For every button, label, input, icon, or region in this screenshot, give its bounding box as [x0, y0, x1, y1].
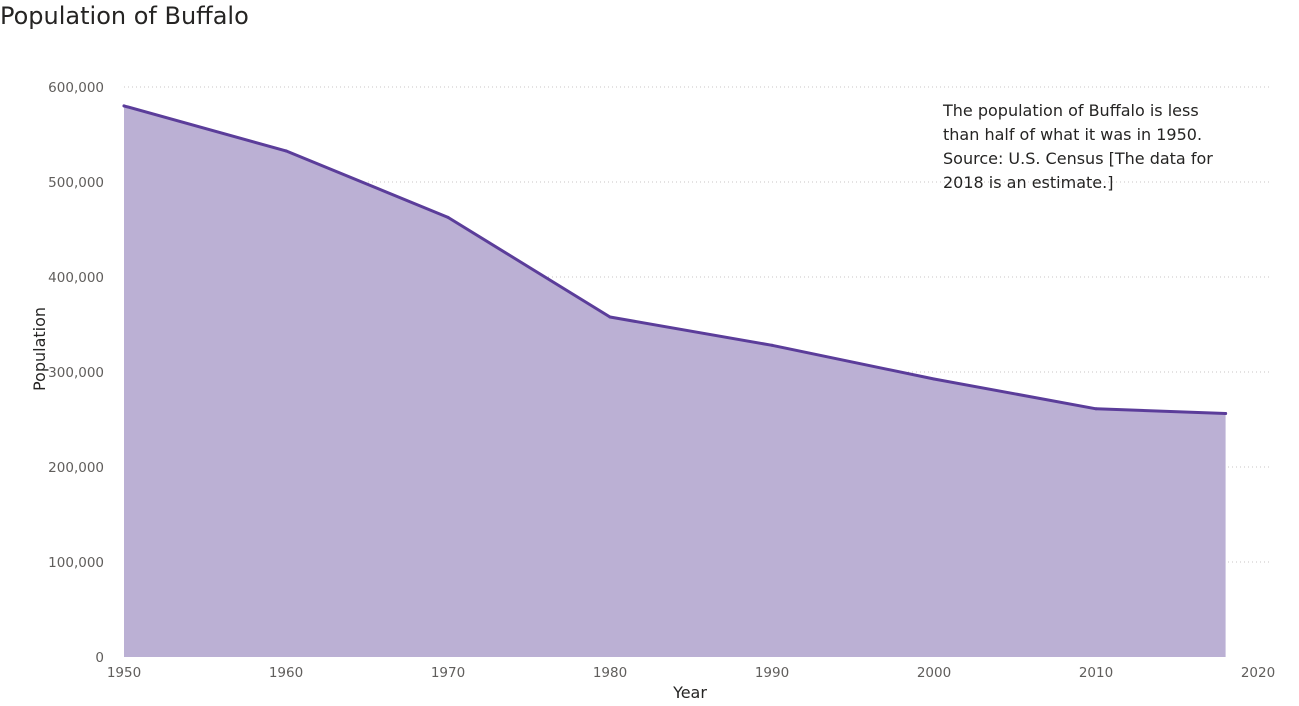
data-point-2010 — [1094, 407, 1098, 411]
x-tick-label: 2020 — [1241, 665, 1275, 681]
annotation-line-3: Source: U.S. Census [The data for — [943, 149, 1213, 168]
y-tick-label: 300,000 — [48, 365, 104, 381]
data-point-1990 — [770, 343, 774, 347]
x-tick-label: 1960 — [269, 665, 303, 681]
y-tick-label: 600,000 — [48, 80, 104, 96]
y-axis-title: Population — [30, 307, 49, 391]
annotation-text: The population of Buffalo is less than h… — [942, 101, 1213, 192]
x-axis-ticks: 1950 1960 1970 1980 1990 2000 2010 2020 — [107, 665, 1275, 681]
x-tick-label: 1990 — [755, 665, 789, 681]
series-line — [122, 104, 1228, 415]
data-point-2018 — [1224, 412, 1228, 416]
area-series — [122, 104, 1228, 657]
y-tick-label: 500,000 — [48, 175, 104, 191]
x-tick-label: 1950 — [107, 665, 141, 681]
annotation-line-2: than half of what it was in 1950. — [943, 125, 1202, 144]
area-fill — [124, 105, 1226, 657]
y-axis-ticks: 0 100,000 200,000 300,000 400,000 500,000 600,… — [48, 80, 104, 666]
x-tick-label: 2000 — [917, 665, 951, 681]
annotation-line-4: 2018 is an estimate.] — [943, 173, 1113, 192]
x-tick-label: 1970 — [431, 665, 465, 681]
y-tick-label: 200,000 — [48, 460, 104, 476]
data-point-1960 — [284, 149, 288, 153]
y-tick-label: 100,000 — [48, 555, 104, 571]
chart-title: Population of Buffalo — [0, 2, 249, 30]
data-point-2000 — [932, 377, 936, 381]
data-point-1950 — [122, 104, 126, 108]
data-point-1970 — [446, 215, 450, 219]
x-tick-label: 1980 — [593, 665, 627, 681]
y-tick-label: 400,000 — [48, 270, 104, 286]
x-tick-label: 2010 — [1079, 665, 1113, 681]
y-tick-label: 0 — [95, 650, 104, 666]
x-axis-title: Year — [672, 683, 707, 702]
annotation-line-1: The population of Buffalo is less — [942, 101, 1199, 120]
data-point-1980 — [608, 315, 612, 319]
